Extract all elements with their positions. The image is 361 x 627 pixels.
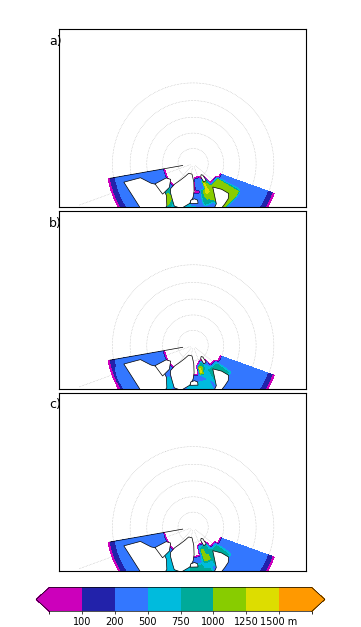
Text: b): b) xyxy=(49,216,62,229)
Polygon shape xyxy=(205,211,216,224)
Polygon shape xyxy=(148,393,160,405)
Polygon shape xyxy=(205,210,209,215)
Polygon shape xyxy=(155,178,171,194)
Polygon shape xyxy=(205,574,216,588)
Polygon shape xyxy=(170,173,194,208)
Polygon shape xyxy=(190,381,198,386)
Polygon shape xyxy=(124,178,167,219)
Polygon shape xyxy=(201,175,206,182)
PathPatch shape xyxy=(312,587,325,611)
Polygon shape xyxy=(190,199,198,204)
Polygon shape xyxy=(213,369,229,391)
Polygon shape xyxy=(124,542,167,582)
Text: a): a) xyxy=(49,34,62,48)
Polygon shape xyxy=(205,392,209,397)
Polygon shape xyxy=(205,574,209,579)
Polygon shape xyxy=(213,187,229,209)
Polygon shape xyxy=(201,539,206,545)
Polygon shape xyxy=(155,542,171,558)
Polygon shape xyxy=(213,551,229,572)
Polygon shape xyxy=(148,211,160,223)
Polygon shape xyxy=(190,562,198,567)
Polygon shape xyxy=(201,357,206,364)
Polygon shape xyxy=(124,360,167,401)
PathPatch shape xyxy=(36,587,49,611)
Text: c): c) xyxy=(49,398,61,411)
Polygon shape xyxy=(148,574,160,587)
Polygon shape xyxy=(170,537,194,572)
Polygon shape xyxy=(205,393,216,406)
Polygon shape xyxy=(155,360,171,376)
Polygon shape xyxy=(170,355,194,390)
